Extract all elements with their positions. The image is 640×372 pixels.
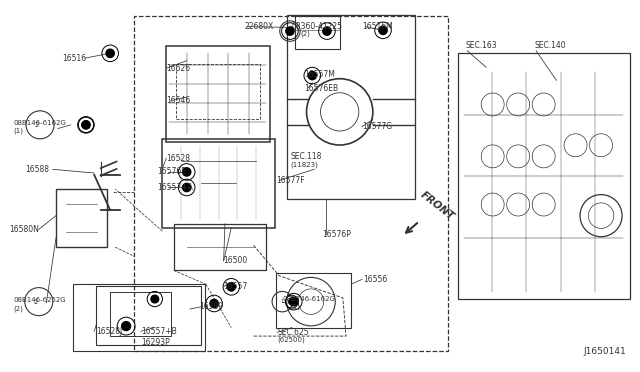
Text: 16557: 16557	[223, 282, 248, 291]
Text: 08B146-6162G: 08B146-6162G	[13, 120, 66, 126]
Circle shape	[182, 168, 191, 176]
Circle shape	[379, 26, 387, 35]
Text: 16577G: 16577G	[362, 122, 392, 131]
Circle shape	[122, 322, 131, 331]
Circle shape	[286, 27, 294, 35]
Text: 08B146-6162G: 08B146-6162G	[282, 296, 335, 302]
Circle shape	[210, 299, 218, 308]
Text: 16557+A: 16557+A	[157, 183, 193, 192]
Text: SEC.118: SEC.118	[291, 152, 322, 161]
Text: 16526: 16526	[166, 64, 191, 73]
Text: 16580N: 16580N	[9, 225, 39, 234]
Circle shape	[308, 71, 316, 80]
Text: 08360-41225: 08360-41225	[292, 22, 343, 31]
Text: SEC.140: SEC.140	[534, 41, 566, 51]
Circle shape	[82, 121, 90, 129]
Bar	[276, 273, 351, 328]
Text: (2): (2)	[13, 305, 23, 312]
Text: 08B146-6252G: 08B146-6252G	[13, 297, 66, 303]
Text: 16557+B: 16557+B	[141, 327, 177, 336]
Circle shape	[290, 298, 298, 306]
Text: 16576E: 16576E	[157, 167, 186, 176]
Text: 16546: 16546	[166, 96, 191, 105]
Bar	[174, 224, 266, 270]
Circle shape	[227, 283, 236, 291]
Bar	[287, 15, 415, 199]
Circle shape	[151, 295, 159, 303]
Text: 16557M: 16557M	[305, 70, 335, 78]
Text: 16528: 16528	[166, 154, 190, 163]
Text: 16389: 16389	[200, 302, 223, 311]
Text: (1): (1)	[13, 128, 23, 134]
Text: 16516M: 16516M	[362, 22, 393, 31]
Text: 16576EB: 16576EB	[305, 84, 339, 93]
Bar	[110, 292, 171, 336]
Bar	[295, 16, 340, 49]
Text: 16576P: 16576P	[323, 230, 351, 239]
Text: 2: 2	[33, 299, 38, 305]
Text: (2): (2)	[300, 31, 310, 37]
Circle shape	[182, 183, 191, 192]
Text: 16528J: 16528J	[96, 327, 122, 336]
Circle shape	[82, 121, 90, 129]
Bar	[166, 46, 269, 141]
Bar	[176, 64, 260, 119]
Text: 1: 1	[280, 299, 284, 304]
Text: 16516: 16516	[63, 54, 86, 62]
Text: 16588: 16588	[26, 165, 50, 174]
Text: SEC.625: SEC.625	[277, 328, 309, 337]
Text: 16500: 16500	[223, 256, 248, 265]
Text: 16577F: 16577F	[276, 176, 305, 185]
Text: 2: 2	[35, 122, 39, 128]
Circle shape	[289, 298, 295, 305]
Text: 22680X: 22680X	[244, 22, 273, 31]
Text: SEC.163: SEC.163	[466, 41, 497, 51]
Bar	[163, 138, 275, 228]
Bar	[73, 284, 205, 351]
Circle shape	[106, 49, 115, 57]
Text: 16293P: 16293P	[141, 338, 170, 347]
Bar	[96, 286, 201, 344]
Text: (1): (1)	[290, 303, 300, 310]
Circle shape	[323, 27, 331, 35]
Text: J1650141: J1650141	[584, 347, 627, 356]
Bar	[458, 53, 630, 299]
Text: FRONT: FRONT	[419, 190, 456, 222]
Text: (11823): (11823)	[291, 161, 319, 168]
Bar	[56, 189, 107, 247]
Text: 16556: 16556	[364, 275, 387, 284]
Text: (62500): (62500)	[277, 337, 305, 343]
Text: 2: 2	[288, 29, 292, 33]
Bar	[134, 16, 448, 351]
